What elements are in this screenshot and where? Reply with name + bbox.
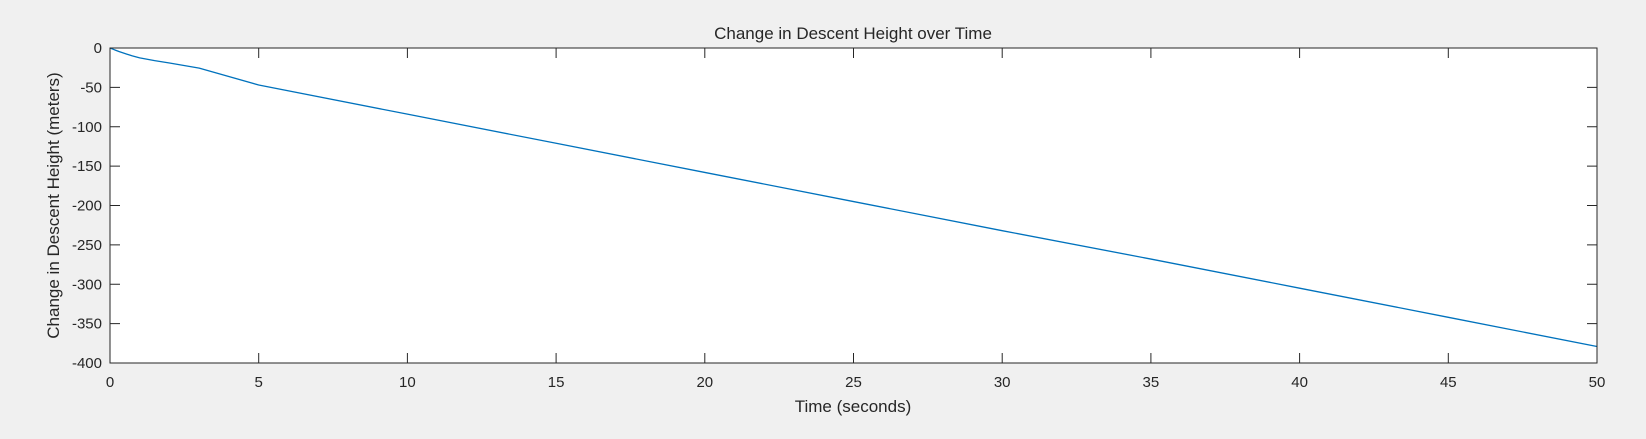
y-tick-label: -250	[72, 237, 102, 254]
x-tick-label: 35	[1143, 374, 1160, 391]
x-axis-label: Time (seconds)	[795, 397, 912, 416]
axes-box	[109, 47, 1598, 364]
y-tick-label: -300	[72, 276, 102, 293]
series-layer	[109, 47, 1598, 348]
y-tick-label: -150	[72, 158, 102, 175]
x-tick-label: 0	[106, 374, 114, 391]
y-tick-label: -200	[72, 198, 102, 215]
y-axis-label: Change in Descent Height (meters)	[44, 72, 63, 338]
series-line-0	[109, 47, 1598, 348]
x-tick-label: 40	[1291, 374, 1308, 391]
y-tick-label: 0	[94, 40, 102, 57]
x-tick-label: 15	[548, 374, 565, 391]
y-tick-label: -400	[72, 355, 102, 372]
x-tick-label: 45	[1440, 374, 1457, 391]
x-tick-label: 10	[399, 374, 416, 391]
y-tick-label: -50	[80, 79, 102, 96]
y-tick-label: -350	[72, 316, 102, 333]
plot-area	[110, 48, 1597, 363]
tick-label-layer: 0 5 10 15 20 25 30 35 40 45 50 0 -50 -100 -150 -200 -250…	[72, 40, 1605, 391]
x-tick-label: 30	[994, 374, 1011, 391]
y-tick-label: -100	[72, 119, 102, 136]
x-tick-label: 50	[1589, 374, 1606, 391]
x-tick-label: 20	[696, 374, 713, 391]
x-tick-label: 25	[845, 374, 862, 391]
chart-title: Change in Descent Height over Time	[714, 24, 992, 43]
x-tick-label: 5	[255, 374, 263, 391]
